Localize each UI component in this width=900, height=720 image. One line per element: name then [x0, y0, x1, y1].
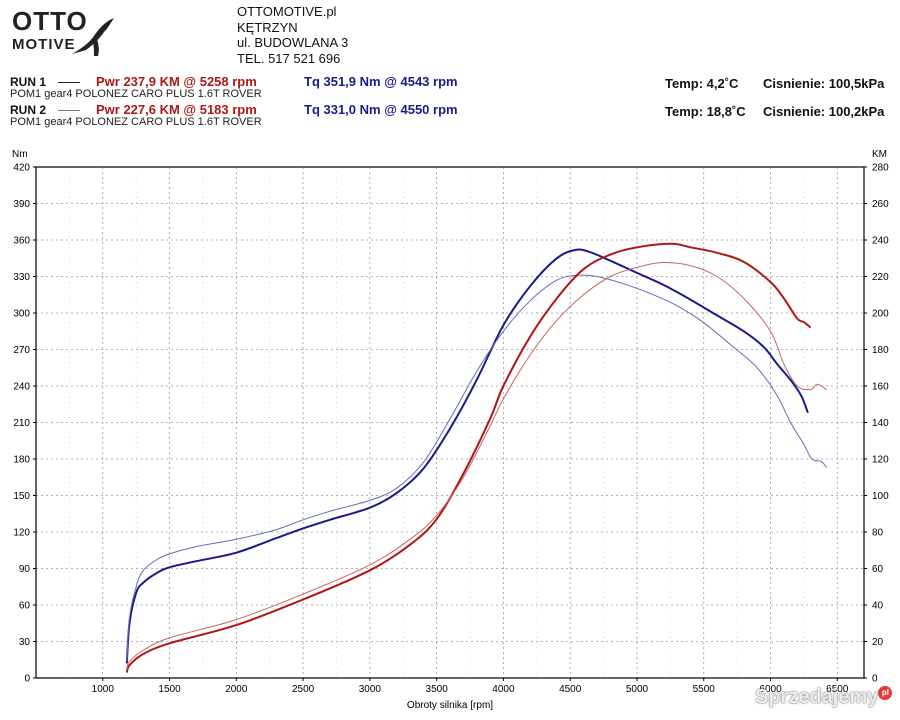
shop-street: ul. BUDOWLANA 3 [237, 35, 349, 50]
logo-line1: OTTO [12, 6, 88, 36]
run-2-power: Pwr 227,6 KM @ 5183 rpm [96, 102, 257, 117]
y-left-tick-label: 420 [13, 163, 30, 174]
y-left-tick-label: 150 [13, 491, 30, 502]
y-right-tick-label: 240 [872, 236, 889, 247]
y-right-tick-label: 220 [872, 272, 889, 283]
x-tick-label: 4000 [492, 684, 515, 695]
y-left-tick-label: 120 [13, 528, 30, 539]
run-2-pressure: Cisnienie: 100,2kPa [763, 104, 885, 119]
y-right-tick-label: 180 [872, 345, 889, 356]
watermark-badge: pl [878, 686, 893, 700]
series-layer [125, 242, 827, 673]
x-tick-label: 6000 [759, 684, 782, 695]
x-tick-label: 3500 [426, 684, 449, 695]
shop-city: KĘTRZYN [237, 19, 298, 35]
x-tick-label: 4500 [559, 684, 582, 695]
y-left-tick-label: 240 [13, 382, 30, 393]
y-left-tick-label: 360 [13, 236, 30, 247]
plot-frame [35, 166, 865, 679]
y-left-tick-label: 330 [13, 272, 30, 283]
y-left-tick-label: 210 [13, 418, 30, 429]
y-right-tick-label: 20 [872, 637, 884, 648]
x-tick-label: 6500 [826, 684, 849, 695]
run-1-label: RUN 1 [10, 75, 47, 89]
x-tick-label: 3000 [359, 684, 382, 695]
run-1-power-line [125, 242, 812, 673]
x-axis-label: Obroty silnika [rpm] [407, 700, 493, 711]
bird-icon [72, 18, 114, 56]
y-right-tick-label: 260 [872, 199, 889, 210]
run-2-legend-line [58, 110, 80, 111]
run-2-power-line [126, 262, 827, 670]
shop-name: OTTOMOTIVE.pl [237, 4, 337, 19]
run-1-torque: Tq 351,9 Nm @ 4543 rpm [304, 74, 458, 89]
y-right-tick-label: 200 [872, 309, 889, 320]
y-left-tick-label: 180 [13, 455, 30, 466]
y-right-tick-label: 80 [872, 528, 884, 539]
x-tick-label: 2500 [292, 684, 315, 695]
watermark-text: Sprzedajemy [755, 686, 879, 708]
logo: OTTO MOTIVE [10, 8, 120, 64]
y-right-tick-label: 40 [872, 601, 884, 612]
y-left-tick-label: 0 [24, 674, 30, 685]
left-axis-ticks: 0 30 60 90 120 150 180 210 240 270 300 330 360 390 420 [13, 163, 36, 685]
run-1-pressure: Cisnienie: 100,5kPa [763, 76, 885, 91]
y-left-tick-label: 30 [19, 637, 31, 648]
watermark: Sprzedajemy pl [755, 686, 893, 709]
y-right-tick-label: 120 [872, 455, 889, 466]
run-1-temp: Temp: 4,2˚C [665, 76, 739, 91]
run-1-legend-line [58, 82, 80, 83]
y-left-tick-label: 60 [19, 601, 31, 612]
run-2-torque-line [126, 274, 827, 662]
y-left-tick-label: 270 [13, 345, 30, 356]
run-2-label: RUN 2 [10, 103, 47, 117]
y-left-tick-label: 90 [19, 564, 31, 575]
shop-info: OTTOMOTIVE.pl KĘTRZYN ul. BUDOWLANA 3 TE… [237, 4, 348, 66]
x-tick-label: 5000 [626, 684, 649, 695]
y-axis-label-left: Nm [12, 149, 28, 160]
y-left-tick-label: 300 [13, 309, 30, 320]
run-2-temp: Temp: 18,8˚C [665, 104, 746, 119]
x-axis-ticks: 1000 1500 2000 2500 3000 3500 4000 4500 5000 5500… [92, 678, 849, 695]
y-left-tick-label: 390 [13, 199, 30, 210]
run-2-torque: Tq 331,0 Nm @ 4550 rpm [304, 102, 458, 117]
run-1-torque-line [125, 248, 809, 664]
x-tick-label: 1500 [158, 684, 181, 695]
y-right-tick-label: 60 [872, 564, 884, 575]
dyno-chart: 0 30 60 90 120 150 180 210 240 270 300 330 360 390 420… [12, 149, 889, 711]
y-right-tick-label: 280 [872, 163, 889, 174]
logo-line2: MOTIVE [12, 36, 76, 53]
run-1-description: POM1 gear4 POLONEZ CARO PLUS 1.6T ROVER [10, 88, 262, 100]
x-tick-label: 5500 [693, 684, 716, 695]
y-right-tick-label: 160 [872, 382, 889, 393]
run-2-description: POM1 gear4 POLONEZ CARO PLUS 1.6T ROVER [10, 116, 262, 128]
y-right-tick-label: 0 [872, 674, 878, 685]
grid [36, 167, 864, 678]
run-1-power: Pwr 237,9 KM @ 5258 rpm [96, 74, 257, 89]
y-right-tick-label: 100 [872, 491, 889, 502]
x-tick-label: 2000 [225, 684, 248, 695]
right-axis-ticks: 0 20 40 60 80 100 120 140 160 180 200 220 240 260 280 [864, 163, 889, 685]
y-axis-label-right: KM [872, 149, 887, 160]
shop-phone: TEL. 517 521 696 [237, 50, 341, 66]
y-right-tick-label: 140 [872, 418, 889, 429]
x-tick-label: 1000 [92, 684, 115, 695]
